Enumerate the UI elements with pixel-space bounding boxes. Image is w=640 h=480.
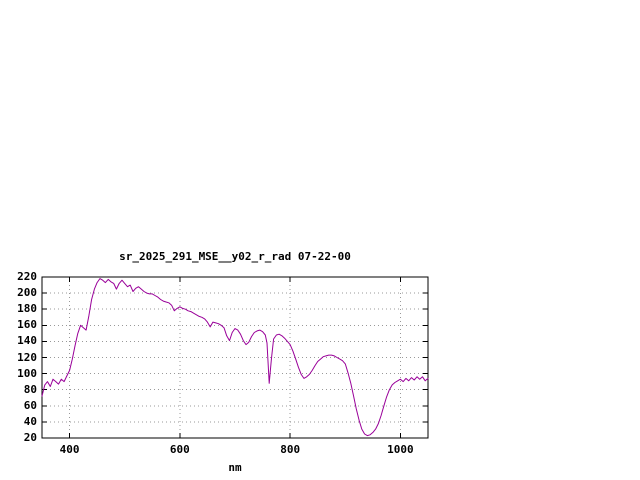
x-tick-label: 400 [59, 443, 80, 456]
chart-title: sr_2025_291_MSE__y02_r_rad 07-22-00 [119, 250, 351, 263]
y-tick-label: 180 [17, 302, 37, 316]
y-tick-label: 40 [23, 414, 37, 428]
plot-border [41, 276, 429, 439]
y-tick-label: 20 [23, 431, 37, 444]
y-tick-label: 120 [17, 350, 37, 364]
y-tick-label: 160 [17, 318, 37, 332]
x-tick-label: 800 [280, 443, 301, 456]
y-tick-label: 140 [17, 334, 37, 348]
y-tick-label: 200 [17, 286, 37, 300]
y-tick-label: 80 [23, 382, 37, 396]
y-tick-label: 60 [23, 398, 37, 412]
x-tick-label: 600 [169, 443, 190, 456]
data-series-line [41, 278, 429, 437]
x-tick-label: 1000 [387, 443, 414, 456]
x-axis-label: nm [228, 461, 242, 474]
y-tick-label: 100 [17, 366, 37, 380]
y-tick-label: 220 [17, 270, 37, 283]
